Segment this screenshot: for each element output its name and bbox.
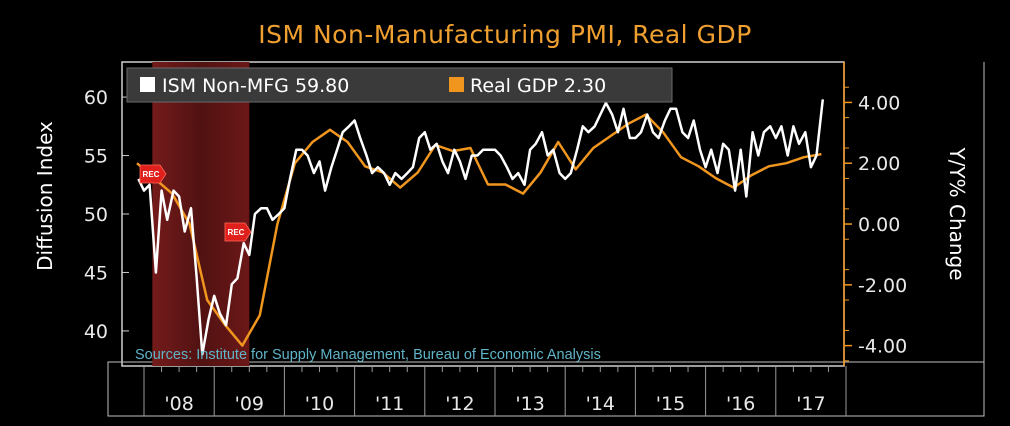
series-line-real-gdp	[136, 113, 822, 347]
y-right-axis-group: 4.00 2.00 0.00 -2.00 -4.00	[843, 62, 907, 366]
legend-swatch-gdp	[449, 77, 464, 92]
x-tick-label: '08	[164, 393, 193, 415]
y-right-tick-label: 2.00	[858, 153, 900, 175]
y-left-axis-title: Diffusion Index	[33, 121, 57, 271]
x-tick-label: '14	[586, 393, 615, 415]
x-tick-label: '10	[305, 393, 334, 415]
x-tick-label: '16	[726, 393, 755, 415]
recession-marker-label: REC	[228, 228, 245, 237]
recession-marker-shape	[139, 164, 167, 184]
x-tick-label: '15	[656, 393, 685, 415]
x-tick-label: '11	[375, 393, 404, 415]
y-left-tick-label: 50	[84, 204, 108, 226]
recession-marker-shape	[224, 222, 252, 242]
recession-marker: REC	[224, 222, 252, 242]
y-right-tick-label: -2.00	[858, 275, 907, 297]
x-tick-label: '12	[445, 393, 474, 415]
x-axis-group: '08 '09 '10 '11 '12 '13 '14 '15 '16 '17	[143, 366, 847, 416]
y-left-tick-label: 60	[84, 87, 108, 109]
legend-label-gdp: Real GDP 2.30	[470, 75, 606, 97]
y-left-tick-label: 45	[84, 262, 108, 284]
legend-value-gdp: 2.30	[564, 75, 606, 97]
legend: ISM Non-MFG 59.80 Real GDP 2.30	[126, 67, 673, 103]
series-line-ism-non-mfg	[137, 99, 825, 356]
recession-markers-group: REC REC	[139, 164, 252, 242]
legend-swatch-ism	[140, 77, 155, 92]
y-right-tick-label: 4.00	[858, 92, 900, 114]
legend-box	[126, 67, 673, 103]
recession-marker: REC	[139, 164, 167, 184]
x-tick-label: '09	[235, 393, 264, 415]
y-right-tick-label: 0.00	[858, 214, 900, 236]
y-left-axis-group: 60 55 50 45 40	[84, 87, 129, 343]
y-left-tick-label: 40	[84, 321, 108, 343]
source-note: Sources: Institute for Supply Management…	[135, 347, 601, 363]
series-lines-group	[136, 99, 825, 356]
legend-name-ism: ISM Non-MFG	[162, 75, 289, 97]
legend-value-ism: 59.80	[295, 75, 349, 97]
x-tick-label: '13	[515, 393, 544, 415]
chart-title: ISM Non-Manufacturing PMI, Real GDP	[258, 20, 752, 49]
recession-marker-label: REC	[143, 170, 160, 179]
y-left-tick-label: 55	[84, 146, 108, 168]
y-right-tick-label: -4.00	[858, 336, 907, 358]
x-tick-label: '17	[796, 393, 825, 415]
y-right-axis-title: Y/Y% Change	[945, 146, 969, 280]
legend-label-ism: ISM Non-MFG 59.80	[162, 75, 349, 97]
legend-name-gdp: Real GDP	[470, 75, 558, 97]
